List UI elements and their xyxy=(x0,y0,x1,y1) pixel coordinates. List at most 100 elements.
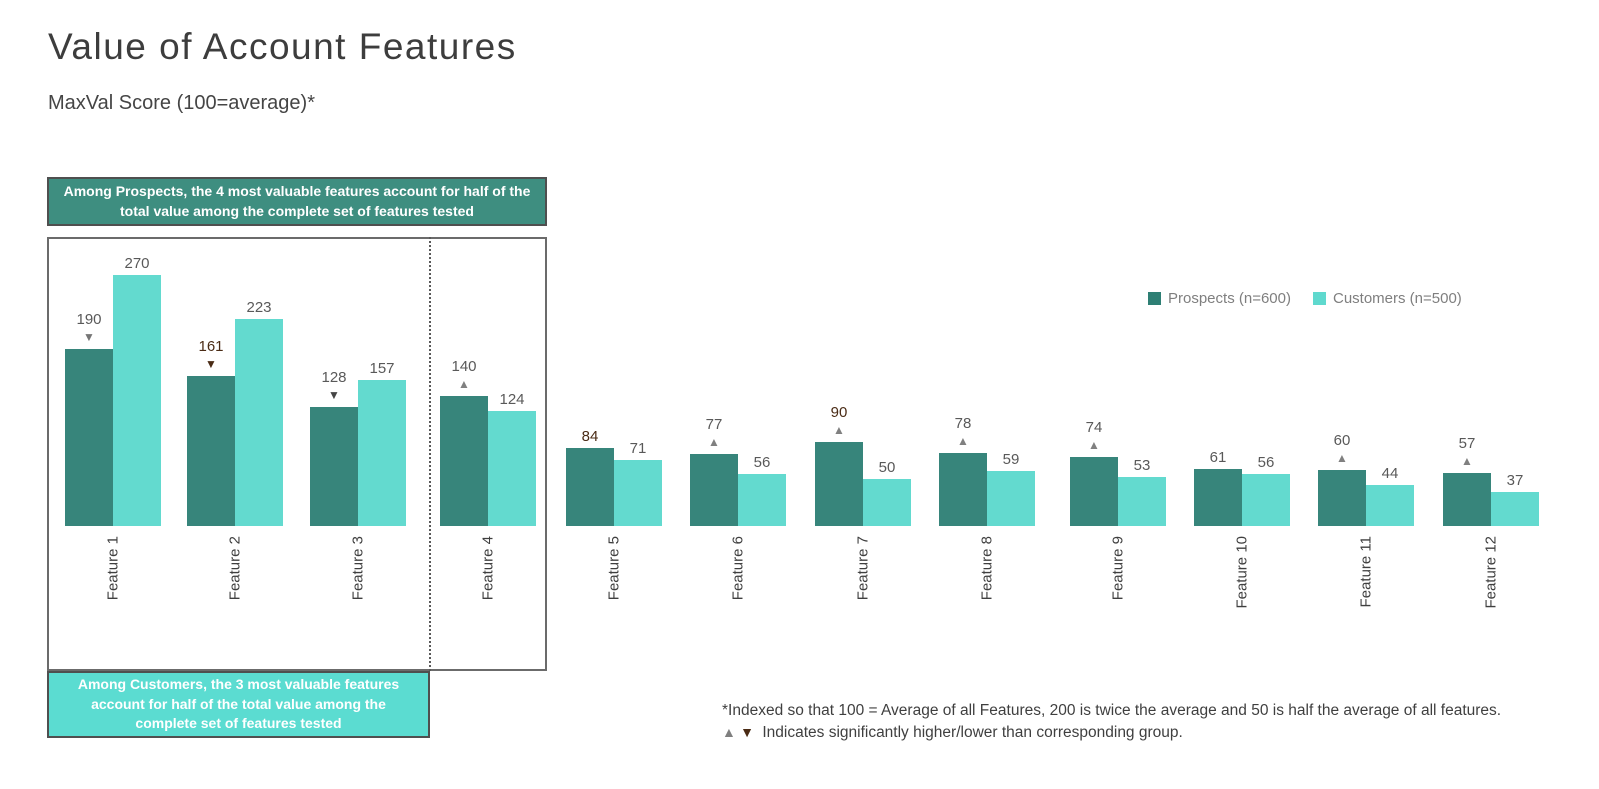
prospects-bar xyxy=(187,376,235,526)
prospects-bar xyxy=(1443,473,1491,526)
prospects-callout-box: Among Prospects, the 4 most valuable fea… xyxy=(47,177,547,226)
customers-bar xyxy=(738,474,786,526)
customers-value-label: 56 xyxy=(753,453,771,471)
page-subtitle: MaxVal Score (100=average)* xyxy=(48,92,315,114)
customers-callout-box: Among Customers, the 3 most valuable fea… xyxy=(47,671,430,738)
page-title: Value of Account Features xyxy=(48,26,517,67)
customers-value-label: 50 xyxy=(878,458,896,476)
prospects-column: 74 ▲ xyxy=(1070,418,1118,526)
down-triangle-icon: ▼ xyxy=(740,724,755,741)
chart-legend: Prospects (n=600) Customers (n=500) xyxy=(1148,290,1462,307)
prospects-column: 90 ▲ xyxy=(815,403,863,526)
down-triangle-icon: ▼ xyxy=(328,388,340,402)
prospects-bar xyxy=(65,349,113,526)
customers-callout-text: Among Customers, the 3 most valuable fea… xyxy=(77,676,400,732)
customers-bar xyxy=(235,319,283,526)
bar-group-feature-12: 57 ▲ 37 Feature 12 xyxy=(1443,434,1539,609)
customers-bar xyxy=(113,275,161,526)
prospects-bar xyxy=(566,448,614,526)
footnote-line2-text: Indicates significantly higher/lower tha… xyxy=(762,724,1183,742)
prospects-column: 77 ▲ xyxy=(690,415,738,526)
bar-group-feature-6: 77 ▲ 56 Feature 6 xyxy=(690,415,786,600)
customers-column: 270 xyxy=(113,254,161,526)
customers-bar xyxy=(1242,474,1290,526)
down-triangle-icon: ▼ xyxy=(205,357,217,371)
bar-group-feature-1: 190 ▼ 270 Feature 1 xyxy=(65,254,161,600)
prospects-value-label: 90 xyxy=(830,403,848,421)
prospects-value-label: 57 xyxy=(1458,434,1476,452)
customers-column: 223 xyxy=(235,298,283,526)
customers-column: 56 xyxy=(1242,453,1290,526)
prospects-column: 61 xyxy=(1194,448,1242,526)
customers-column: 44 xyxy=(1366,465,1414,526)
customers-value-label: 37 xyxy=(1506,471,1524,489)
bar-group-feature-4: 140 ▲ 124 Feature 4 xyxy=(440,357,536,600)
bar-group-feature-2: 161 ▼ 223 Feature 2 xyxy=(187,298,283,600)
category-label: Feature 5 xyxy=(605,536,623,601)
footnote-line1: *Indexed so that 100 = Average of all Fe… xyxy=(722,702,1502,719)
customers-column: 59 xyxy=(987,451,1035,526)
prospects-value-label: 74 xyxy=(1085,418,1103,436)
prospects-value-label: 128 xyxy=(321,368,347,386)
customers-column: 157 xyxy=(358,359,406,526)
customers-value-label: 223 xyxy=(246,298,272,316)
up-triangle-icon: ▲ xyxy=(708,435,720,449)
bar-group-feature-3: 128 ▼ 157 Feature 3 xyxy=(310,359,406,600)
customers-column: 50 xyxy=(863,458,911,526)
customers-bar xyxy=(1491,492,1539,526)
customers-bar xyxy=(614,460,662,526)
prospects-column: 140 ▲ xyxy=(440,357,488,526)
customers-value-label: 124 xyxy=(499,390,525,408)
prospects-bar xyxy=(1318,470,1366,526)
customers-column: 71 xyxy=(614,439,662,526)
footnote-line2: ▲ ▼ Indicates significantly higher/lower… xyxy=(722,722,1501,744)
prospects-bar xyxy=(1194,469,1242,526)
prospects-value-label: 77 xyxy=(705,415,723,433)
customers-value-label: 157 xyxy=(369,359,395,377)
prospects-bar xyxy=(690,454,738,526)
top-features-outline-box xyxy=(47,237,547,671)
bar-group-feature-8: 78 ▲ 59 Feature 8 xyxy=(939,414,1035,600)
prospects-column: 128 ▼ xyxy=(310,368,358,526)
category-label: Feature 6 xyxy=(729,536,747,601)
up-triangle-icon: ▲ xyxy=(1461,454,1473,468)
legend-item-customers: Customers (n=500) xyxy=(1312,290,1462,307)
customers-column: 53 xyxy=(1118,456,1166,526)
prospects-value-label: 140 xyxy=(451,357,477,375)
up-triangle-icon: ▲ xyxy=(1336,451,1348,465)
legend-label-customers: Customers (n=500) xyxy=(1332,290,1462,307)
customers-bar xyxy=(358,380,406,526)
prospects-column: 60 ▲ xyxy=(1318,432,1366,526)
customers-value-label: 53 xyxy=(1133,456,1151,474)
prospects-bar xyxy=(310,407,358,526)
prospects-value-label: 190 xyxy=(76,310,102,328)
footnote: *Indexed so that 100 = Average of all Fe… xyxy=(722,700,1501,745)
up-triangle-icon: ▲ xyxy=(1088,438,1100,452)
customers-bar xyxy=(1366,485,1414,526)
bar-group-feature-11: 60 ▲ 44 Feature 11 xyxy=(1318,432,1414,607)
prospects-bar xyxy=(939,453,987,526)
prospects-value-label: 78 xyxy=(954,414,972,432)
prospects-swatch-icon xyxy=(1148,292,1161,305)
up-triangle-icon: ▲ xyxy=(957,434,969,448)
category-label: Feature 1 xyxy=(104,536,122,601)
category-label: Feature 2 xyxy=(226,536,244,601)
customers-value-label: 56 xyxy=(1257,453,1275,471)
category-label: Feature 3 xyxy=(349,536,367,601)
prospects-bar xyxy=(1070,457,1118,526)
customers-bar xyxy=(1118,477,1166,526)
prospects-value-label: 61 xyxy=(1209,448,1227,466)
prospects-value-label: 84 xyxy=(581,427,599,445)
up-triangle-icon: ▲ xyxy=(833,423,845,437)
prospects-bar xyxy=(440,396,488,526)
customers-bar xyxy=(488,411,536,526)
category-label: Feature 11 xyxy=(1357,536,1375,608)
bar-group-feature-7: 90 ▲ 50 Feature 7 xyxy=(815,403,911,600)
customers-value-label: 71 xyxy=(629,439,647,457)
prospects-column: 78 ▲ xyxy=(939,414,987,526)
customers-column: 37 xyxy=(1491,471,1539,526)
customers-value-label: 270 xyxy=(124,254,150,272)
customers-column: 56 xyxy=(738,453,786,526)
down-triangle-icon: ▼ xyxy=(83,330,95,344)
